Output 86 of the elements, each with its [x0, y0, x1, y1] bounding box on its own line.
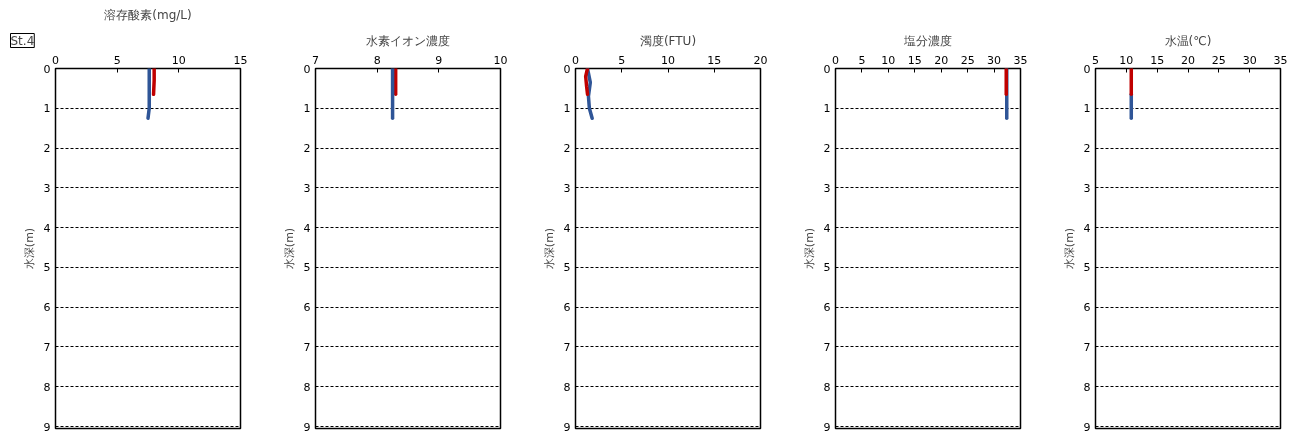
- y-tick-label: 2: [43, 142, 51, 156]
- text: St.4: [10, 33, 35, 48]
- chart-title: 溶存酸素(mg/L): [104, 7, 192, 22]
- y-tick-label: 9: [43, 420, 51, 434]
- y-tick-label: 3: [303, 181, 311, 195]
- y-tick-label: 9: [823, 420, 831, 434]
- x-tick-label: 10: [493, 53, 508, 67]
- y-tick-label: 8: [303, 380, 311, 394]
- y-axis-title: 水深(m): [282, 227, 296, 270]
- y-tick-label: 6: [563, 301, 571, 315]
- y-tick-label: 1: [1083, 102, 1091, 116]
- x-tick-label: 30: [1242, 53, 1257, 67]
- y-tick-label: 6: [303, 301, 311, 315]
- y-tick-label: 8: [563, 380, 571, 394]
- x-tick-label: 10: [881, 53, 896, 67]
- y-tick-label: 0: [563, 62, 571, 76]
- x-tick-label: 25: [1211, 53, 1226, 67]
- y-axis-title: 水深(m): [542, 227, 556, 270]
- x-tick-label: 5: [858, 53, 866, 67]
- y-tick-label: 3: [563, 181, 571, 195]
- y-tick-label: 1: [563, 102, 571, 116]
- x-tick-label: 35: [1273, 53, 1288, 67]
- y-tick-label: 5: [1083, 261, 1091, 275]
- y-tick-label: 8: [823, 380, 831, 394]
- y-tick-label: 5: [303, 261, 311, 275]
- y-tick-label: 0: [823, 62, 831, 76]
- y-tick-label: 7: [303, 340, 311, 354]
- x-tick-label: 30: [987, 53, 1002, 67]
- y-tick-label: 9: [563, 420, 571, 434]
- y-tick-label: 4: [563, 221, 571, 235]
- x-tick-label: 35: [1013, 53, 1028, 67]
- chart-title: 水素イオン濃度: [366, 33, 450, 48]
- x-tick-label: 5: [113, 53, 121, 67]
- y-tick-label: 1: [823, 102, 831, 116]
- line-series: [146, 68, 151, 120]
- x-tick-label: 8: [373, 53, 381, 67]
- y-tick-label: 4: [43, 221, 51, 235]
- y-tick-label: 3: [43, 181, 51, 195]
- x-tick-label: 20: [934, 53, 949, 67]
- x-tick-label: 10: [1119, 53, 1134, 67]
- y-tick-label: 2: [1083, 142, 1091, 156]
- y-tick-label: 6: [823, 301, 831, 315]
- x-tick-label: 25: [960, 53, 975, 67]
- x-tick-label: 10: [661, 53, 675, 67]
- x-tick-label: 9: [435, 53, 443, 67]
- y-tick-label: 3: [823, 181, 831, 195]
- x-tick-label: 15: [907, 53, 922, 67]
- y-tick-label: 1: [43, 102, 51, 116]
- y-tick-label: 8: [43, 380, 51, 394]
- x-tick-label: 15: [1150, 53, 1165, 67]
- y-tick-label: 4: [303, 221, 311, 235]
- y-tick-label: 0: [303, 62, 311, 76]
- y-tick-label: 9: [303, 420, 311, 434]
- x-tick-label: 20: [1181, 53, 1195, 67]
- y-tick-label: 7: [823, 340, 831, 354]
- y-tick-label: 7: [43, 340, 51, 354]
- y-tick-label: 1: [303, 102, 311, 116]
- y-tick-label: 6: [1083, 301, 1091, 315]
- chart-title: 水温(℃): [1164, 33, 1212, 48]
- x-tick-label: 20: [753, 53, 768, 67]
- y-axis-title: 水深(m): [1062, 227, 1076, 270]
- y-tick-label: 5: [43, 261, 51, 275]
- y-tick-label: 4: [823, 221, 831, 235]
- chart-title: 塩分濃度: [903, 33, 952, 48]
- y-tick-label: 0: [43, 62, 51, 76]
- y-tick-label: 2: [303, 142, 311, 156]
- y-tick-label: 9: [1083, 420, 1091, 434]
- y-tick-label: 8: [1083, 380, 1091, 394]
- y-axis-title: 水深(m): [802, 227, 816, 270]
- y-axis-title: 水深(m): [22, 227, 36, 270]
- y-tick-label: 5: [563, 261, 571, 275]
- line-series: [583, 68, 590, 97]
- x-tick-label: 15: [707, 53, 722, 67]
- y-tick-label: 7: [1083, 340, 1091, 354]
- x-tick-label: 5: [618, 53, 626, 67]
- y-tick-label: 2: [563, 142, 571, 156]
- y-tick-label: 3: [1083, 181, 1091, 195]
- x-tick-label: 10: [171, 53, 186, 67]
- y-tick-label: 0: [1083, 62, 1091, 76]
- y-tick-label: 7: [563, 340, 571, 354]
- y-tick-label: 4: [1083, 221, 1091, 235]
- x-tick-label: 15: [233, 53, 248, 67]
- y-tick-label: 5: [823, 261, 831, 275]
- chart-title: 濁度(FTU): [639, 33, 697, 48]
- y-tick-label: 2: [823, 142, 831, 156]
- y-tick-label: 6: [43, 301, 51, 315]
